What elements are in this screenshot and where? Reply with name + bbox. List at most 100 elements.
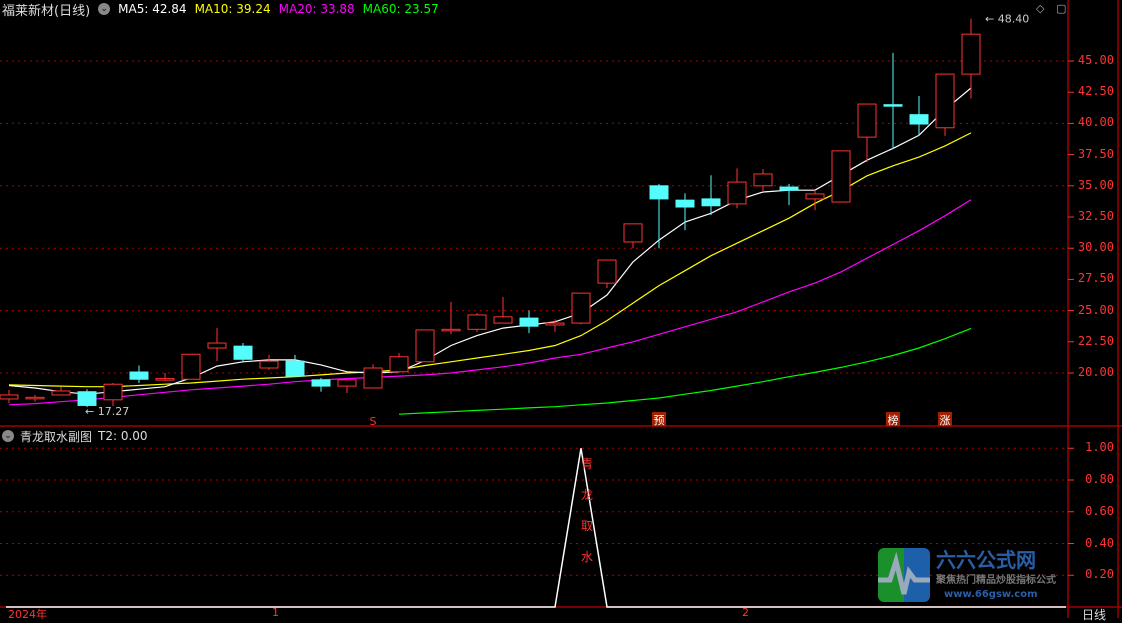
chevron-down-icon[interactable]: ⌄ <box>98 3 111 15</box>
candle <box>363 364 383 389</box>
marker-box <box>886 412 900 426</box>
candle-body <box>597 259 617 284</box>
candle-body <box>727 181 747 205</box>
candle-body <box>649 185 669 200</box>
candle <box>233 343 253 362</box>
price-tick-label: 30.00 <box>1077 240 1114 255</box>
time-label-month-2: 2 <box>742 606 749 619</box>
period-label[interactable]: 日线 <box>1082 608 1107 622</box>
candle-body <box>545 322 565 326</box>
indicator-tick-label: 0.40 <box>1085 535 1114 550</box>
candle <box>207 328 227 362</box>
logo-pulse-icon <box>878 548 930 602</box>
indicator-tick-label: 1.00 <box>1085 440 1114 455</box>
signal-marker: 榜 <box>888 413 899 427</box>
candle-body <box>467 314 487 330</box>
candle-body <box>259 360 279 369</box>
ma10-label: MA10: 39.24 <box>194 2 271 16</box>
indicator-value: T2: 0.00 <box>98 429 148 443</box>
candle <box>545 319 565 332</box>
diamond-icon[interactable]: ◇ <box>1036 2 1045 15</box>
ma20-line <box>8 199 972 406</box>
candle-body <box>831 150 851 203</box>
candle-body <box>25 396 45 400</box>
candle <box>285 354 305 377</box>
candle-body <box>909 114 929 125</box>
candle-body <box>935 73 955 129</box>
candle <box>805 190 825 211</box>
candle-body <box>389 356 409 373</box>
signal-text-char: 水 <box>581 550 593 564</box>
restore-icon[interactable]: ▢ <box>1055 2 1067 15</box>
indicator-tick-label: 0.80 <box>1085 472 1114 486</box>
candle <box>415 329 435 363</box>
ma10-line <box>8 132 972 388</box>
candle <box>51 386 71 396</box>
candle <box>181 353 201 380</box>
candle-body <box>675 199 695 208</box>
candle <box>909 95 929 136</box>
price-tick-label: 35.00 <box>1077 177 1114 192</box>
high-price-label: ← 48.40 <box>985 13 1029 26</box>
candle <box>0 389 19 403</box>
signal-marker: 预 <box>654 414 665 427</box>
chevron-down-icon[interactable]: ⌄ <box>2 430 14 442</box>
candle <box>493 296 513 324</box>
indicator-title: 青龙取水副图 <box>20 429 93 444</box>
candle-body <box>103 383 123 401</box>
ma60-label: MA60: 23.57 <box>362 2 439 16</box>
candle-body <box>493 316 513 324</box>
candle-body <box>857 103 877 138</box>
candle <box>129 365 149 383</box>
candle-body <box>363 367 383 389</box>
price-tick-label: 27.50 <box>1077 271 1114 286</box>
signal-text-char: 取 <box>581 519 593 533</box>
candle <box>935 73 955 136</box>
candle <box>571 292 591 325</box>
ma5-label: MA5: 42.84 <box>118 2 187 16</box>
candle <box>259 354 279 370</box>
marker-box <box>938 412 952 426</box>
candle <box>701 175 721 216</box>
candle <box>857 103 877 163</box>
logo-slogan: 聚焦热门精品炒股指标公式 <box>936 575 1056 586</box>
candle <box>337 379 357 393</box>
logo-name: 六六公式网 <box>936 548 1036 572</box>
price-tick-label: 22.50 <box>1077 333 1114 348</box>
signal-marker: 涨 <box>940 414 951 427</box>
sub-chart-header: ⌄ 青龙取水副图 T2: 0.00 <box>2 428 148 444</box>
candle <box>649 183 669 249</box>
indicator-tick-label: 0.20 <box>1085 567 1114 582</box>
price-tick-label: 45.00 <box>1077 53 1114 67</box>
indicator-line <box>6 448 1066 608</box>
window-controls: ◇ ▢ <box>1036 2 1066 15</box>
candle-body <box>311 379 331 387</box>
candle <box>441 301 461 335</box>
candle-body <box>519 317 539 327</box>
price-tick-label: 40.00 <box>1077 115 1114 130</box>
candle <box>519 310 539 334</box>
candle-body <box>129 371 149 380</box>
candle-body <box>77 391 97 406</box>
watermark-logo: 六六公式网 聚焦热门精品炒股指标公式 www.66gsw.com <box>878 548 1062 606</box>
candle <box>675 193 695 231</box>
candle <box>311 377 331 392</box>
price-tick-label: 20.00 <box>1077 365 1114 379</box>
time-label-month-1: 1 <box>272 606 279 619</box>
candle-body <box>285 360 305 377</box>
indicator-tick-label: 0.60 <box>1085 503 1114 518</box>
price-tick-label: 32.50 <box>1077 209 1114 223</box>
candle-body <box>415 329 435 363</box>
candle-body <box>207 342 227 349</box>
candle <box>103 382 123 407</box>
candle <box>623 223 643 249</box>
candle-body <box>441 328 461 332</box>
candle-body <box>883 104 903 107</box>
candle-body <box>623 223 643 243</box>
marker-box <box>652 412 666 426</box>
candle <box>155 373 175 382</box>
candle <box>831 150 851 203</box>
logo-url: www.66gsw.com <box>944 589 1038 600</box>
signal-text-char: 龙 <box>581 488 593 502</box>
